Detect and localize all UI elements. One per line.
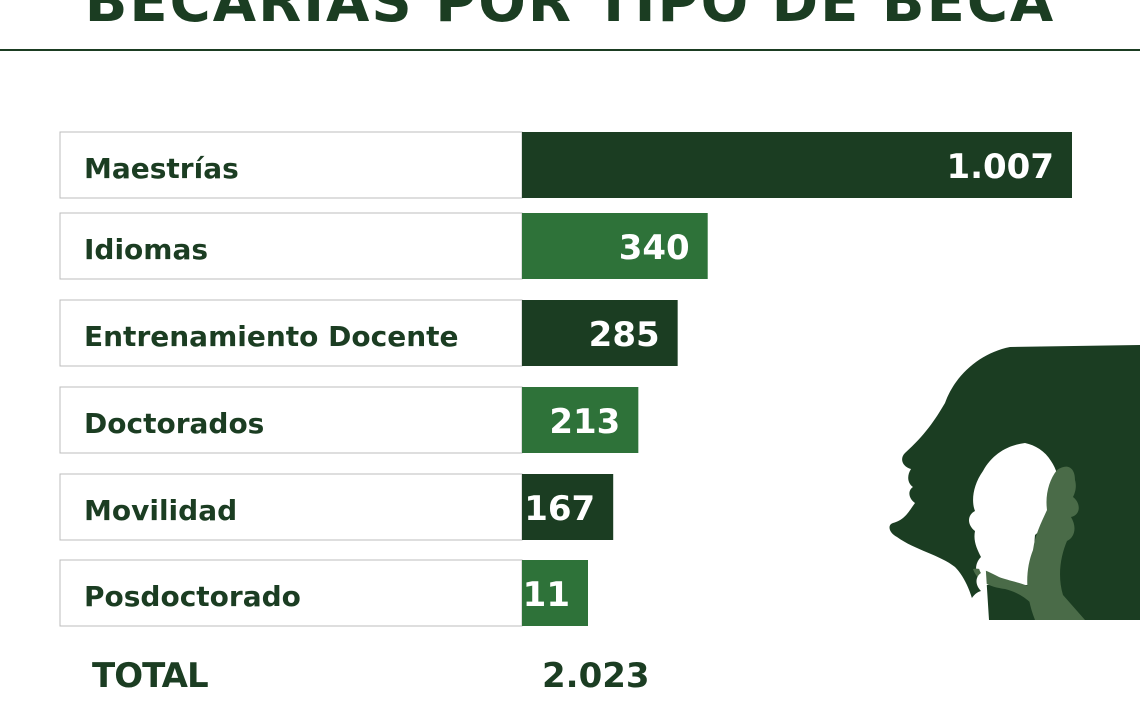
category-label: Doctorados <box>84 407 264 440</box>
bar <box>522 474 614 540</box>
category-label-box <box>59 559 523 627</box>
category-label-box <box>59 131 523 199</box>
bar-value-label: 285 <box>589 315 660 355</box>
bar-value-label: 340 <box>619 228 690 268</box>
bar <box>522 560 588 626</box>
category-label-box <box>59 299 523 367</box>
bar-value-label: 167 <box>524 489 595 529</box>
title-band: BECARIAS POR TIPO DE BECA <box>0 0 1140 50</box>
bar <box>522 132 1072 198</box>
bar <box>522 213 708 279</box>
bar-value-label: 1.007 <box>946 147 1054 187</box>
bar <box>522 387 639 453</box>
total-value: 2.023 <box>542 656 650 696</box>
total-label: TOTAL <box>92 656 209 696</box>
category-label: Posdoctorado <box>84 580 301 613</box>
bar <box>522 300 678 366</box>
category-label: Idiomas <box>84 233 208 266</box>
chart-title: BECARIAS POR TIPO DE BECA <box>84 0 1056 35</box>
bar-value-label: 213 <box>549 402 620 442</box>
bar-value-label: 11 <box>523 575 570 615</box>
category-label-box <box>59 212 523 280</box>
category-label: Movilidad <box>84 494 237 527</box>
women-silhouette-icon <box>889 345 1140 620</box>
title-divider <box>0 49 1140 51</box>
category-label: Entrenamiento Docente <box>84 320 459 353</box>
category-label: Maestrías <box>84 152 239 185</box>
